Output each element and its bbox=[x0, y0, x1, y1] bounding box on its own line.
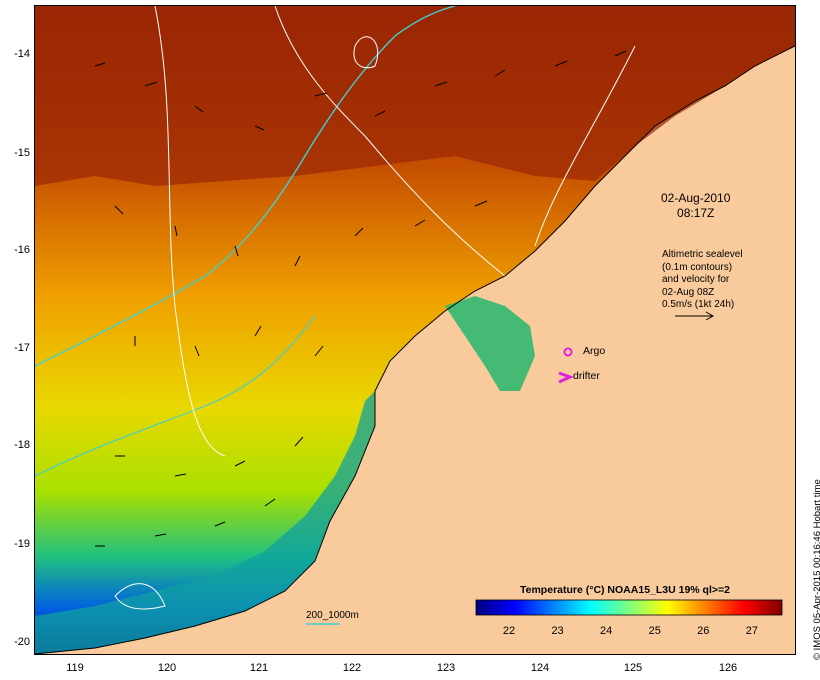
sst-map bbox=[35, 6, 795, 654]
argo-label: Argo bbox=[583, 345, 606, 357]
date-text: 02-Aug-2010 bbox=[661, 191, 731, 205]
date-time-label: 02-Aug-2010 08:17Z bbox=[661, 191, 730, 221]
altimetry-line: 02-Aug 08Z bbox=[662, 286, 715, 298]
lon-tick-label: 121 bbox=[249, 662, 269, 674]
argo-marker bbox=[563, 347, 573, 357]
altimetry-line: Altimetric sealevel bbox=[662, 249, 743, 260]
drifter-marker bbox=[558, 371, 574, 384]
lon-tick-label: 120 bbox=[157, 662, 177, 674]
lat-tick-label: -15 bbox=[14, 147, 30, 159]
contour-200-1000m-south bbox=[35, 315, 316, 477]
lat-tick-label: -16 bbox=[14, 244, 30, 256]
colorbar-tick: 27 bbox=[745, 625, 758, 637]
colorbar-tick: 24 bbox=[600, 625, 613, 637]
altimetry-line: (0.1m contours) bbox=[662, 261, 733, 273]
colorbar-tick: 22 bbox=[502, 625, 516, 637]
lat-tick-label: -20 bbox=[14, 636, 30, 648]
credit-text: © IMOS 05-Apr-2015 00:16:46 Hobart time bbox=[812, 479, 820, 660]
sealevel-contours bbox=[114, 6, 636, 610]
gulf-water bbox=[445, 296, 535, 391]
altimetry-line: and velocity for bbox=[662, 274, 730, 285]
lon-tick-label: 126 bbox=[718, 662, 738, 674]
lat-tick-label: -19 bbox=[14, 538, 30, 550]
altimetry-line: 0.5m/s (1kt 24h) bbox=[662, 299, 735, 310]
contour-200-1000m bbox=[35, 6, 456, 367]
map-panel[interactable] bbox=[34, 5, 796, 655]
lon-tick-label: 124 bbox=[530, 662, 550, 674]
lat-tick-label: -18 bbox=[14, 439, 30, 451]
colorbar bbox=[475, 599, 783, 616]
lat-tick-label: -14 bbox=[14, 48, 30, 60]
drifter-label: drifter bbox=[573, 370, 600, 382]
warm-water-band bbox=[35, 6, 795, 186]
lon-tick-label: 122 bbox=[342, 662, 362, 674]
time-text: 08:17Z bbox=[677, 206, 715, 220]
colorbar-tick: 25 bbox=[648, 625, 661, 637]
lon-tick-label: 125 bbox=[623, 662, 643, 674]
colorbar-tick: 23 bbox=[551, 625, 564, 637]
lon-tick-label: 123 bbox=[436, 662, 456, 674]
lon-tick-label: 119 bbox=[66, 662, 84, 674]
contour-legend-label: 200_1000m bbox=[306, 610, 359, 621]
lat-tick-label: -17 bbox=[14, 342, 30, 354]
altimetry-note: Altimetric sealevel (0.1m contours) and … bbox=[662, 249, 743, 312]
colorbar-title: Temperature (°C) NOAA15_L3U 19% ql>=2 bbox=[520, 584, 730, 596]
colorbar-tick: 26 bbox=[697, 625, 710, 637]
coastline bbox=[35, 45, 795, 654]
velocity-arrows bbox=[94, 50, 627, 547]
coastal-cool-band bbox=[35, 391, 375, 654]
reference-velocity-arrow bbox=[675, 311, 715, 321]
